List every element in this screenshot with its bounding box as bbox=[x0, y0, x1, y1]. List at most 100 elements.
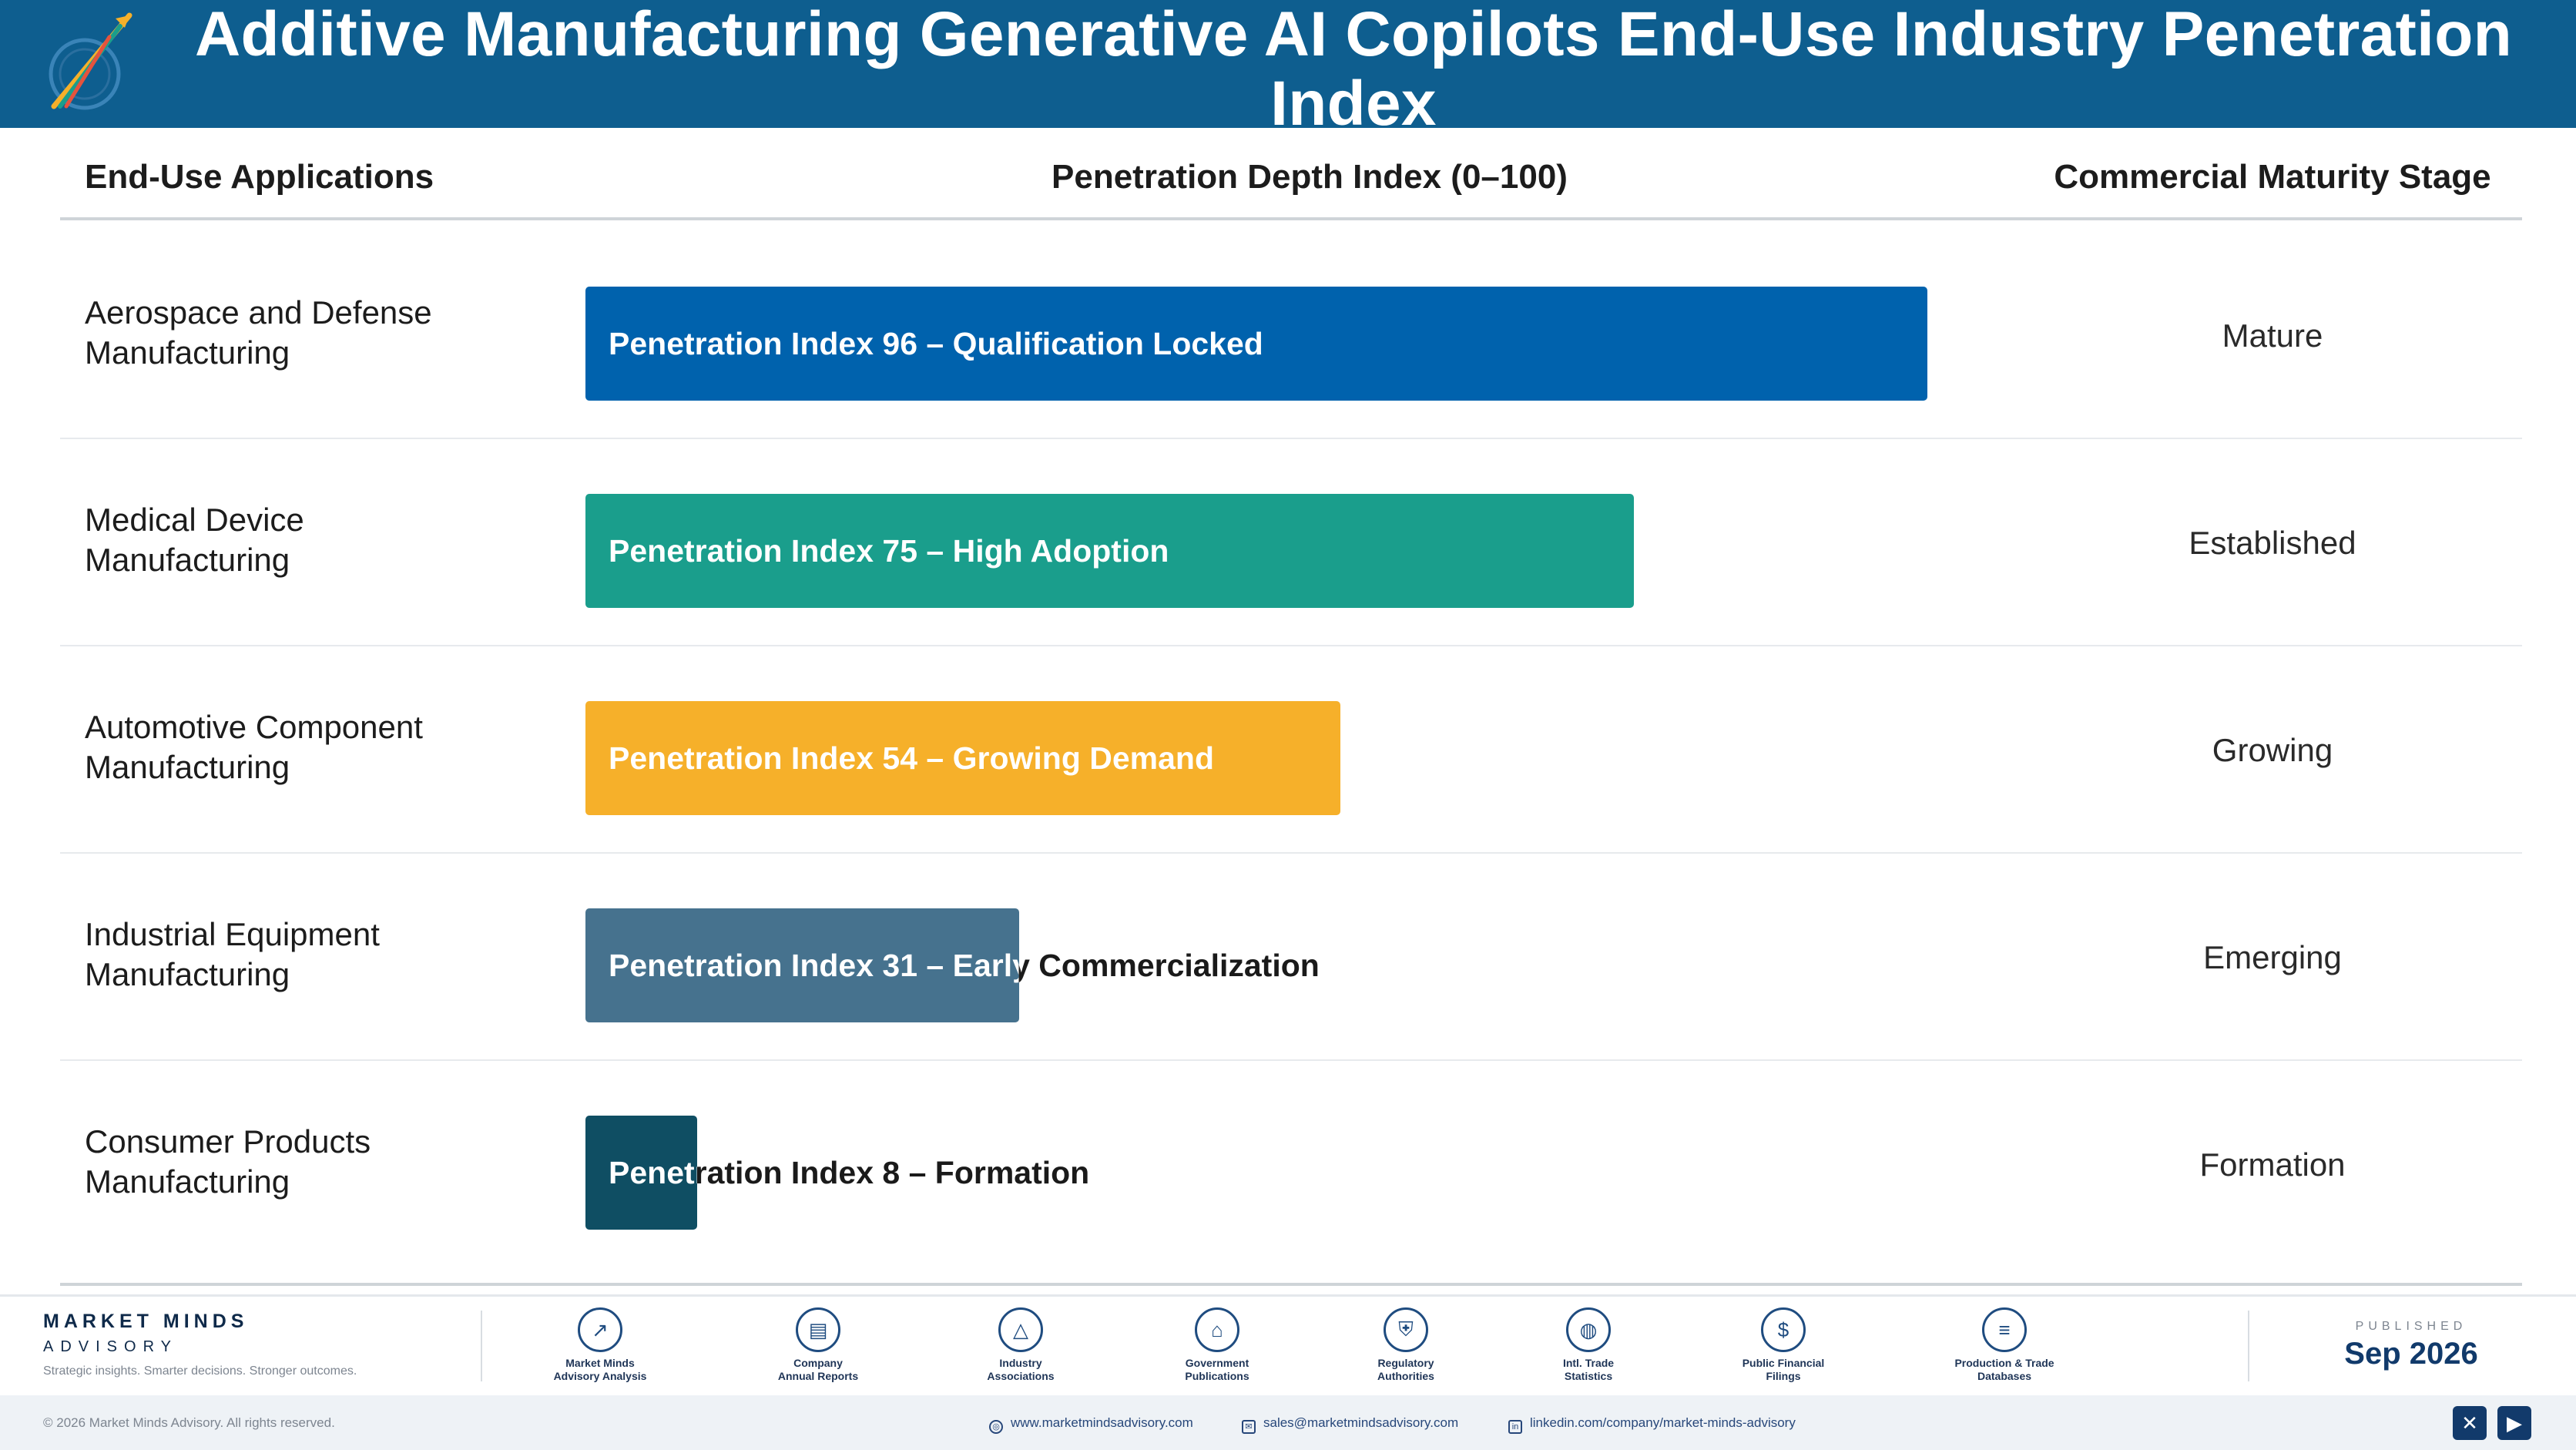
row-divider bbox=[60, 645, 2522, 646]
application-label: Consumer Products Manufacturing bbox=[85, 1122, 562, 1202]
source-label-line1: Company bbox=[793, 1357, 843, 1369]
application-label-line1: Automotive Component bbox=[85, 709, 423, 745]
logo-icon bbox=[49, 12, 132, 110]
application-label-line1: Consumer Products bbox=[85, 1123, 371, 1160]
footer-bar: © 2026 Market Minds Advisory. All rights… bbox=[0, 1395, 2576, 1450]
source-label-line1: Industry bbox=[999, 1357, 1042, 1369]
footer: MARKET MINDS ADVISORY Strategic insights… bbox=[0, 1294, 2576, 1450]
stage-label: Established bbox=[2189, 525, 2356, 561]
brand-tagline: Strategic insights. Smarter decisions. S… bbox=[43, 1364, 357, 1378]
application-label: Aerospace and Defense Manufacturing bbox=[85, 293, 562, 373]
application-label-line1: Industrial Equipment bbox=[85, 916, 380, 952]
header-divider bbox=[60, 217, 2522, 220]
application-label-line2: Manufacturing bbox=[85, 956, 290, 992]
table-row: Consumer Products Manufacturing Penetratio… bbox=[60, 1060, 2522, 1268]
dollar-icon: $ bbox=[1761, 1307, 1806, 1352]
table-row: Industrial Equipment Manufacturing Penetra… bbox=[60, 853, 2522, 1061]
source-item: ⛨ Regulatory Authorities bbox=[1337, 1307, 1475, 1383]
header-banner: Additive Manufacturing Generative AI Cop… bbox=[0, 0, 2576, 139]
source-label-line2: Advisory Analysis bbox=[553, 1370, 647, 1382]
source-label-line1: Government bbox=[1185, 1357, 1249, 1369]
bar bbox=[585, 908, 1019, 1022]
globe-icon: ◎ bbox=[989, 1420, 1003, 1434]
footer-separator bbox=[2248, 1311, 2249, 1381]
source-item: ↗ Market Minds Advisory Analysis bbox=[531, 1307, 669, 1383]
source-label-line2: Associations bbox=[987, 1370, 1055, 1382]
bar-label: Penetration Index 54 – Growing Demand bbox=[609, 701, 1214, 815]
page-title: Additive Manufacturing Generative AI Cop… bbox=[195, 0, 2512, 139]
row-divider bbox=[60, 852, 2522, 854]
building-icon: ⌂ bbox=[1195, 1307, 1239, 1352]
column-header-applications: End-Use Applications bbox=[85, 158, 434, 196]
bar bbox=[585, 287, 1928, 401]
source-label-line1: Public Financial bbox=[1742, 1357, 1825, 1369]
application-label-line2: Manufacturing bbox=[85, 334, 290, 371]
bar-label: Penetration Index 75 – High Adoption bbox=[609, 494, 1169, 608]
website-text: www.marketmindsadvisory.com bbox=[1011, 1415, 1193, 1430]
application-label-line1: Aerospace and Defense bbox=[85, 294, 432, 331]
linkedin-link[interactable]: in linkedin.com/company/market-minds-advi… bbox=[1508, 1415, 1796, 1434]
source-item: ◍ Intl. Trade Statistics bbox=[1519, 1307, 1658, 1383]
source-item: $ Public Financial Filings bbox=[1714, 1307, 1853, 1383]
bar-label: Penetration Index 8 – Formation bbox=[609, 1116, 1089, 1230]
email-text: sales@marketmindsadvisory.com bbox=[1263, 1415, 1459, 1430]
stage-label: Mature bbox=[2222, 317, 2323, 354]
application-label: Industrial Equipment Manufacturing bbox=[85, 915, 562, 995]
shield-icon: ⛨ bbox=[1384, 1307, 1428, 1352]
bar bbox=[585, 494, 1635, 608]
source-label-line1: Market Minds bbox=[565, 1357, 635, 1369]
application-label: Automotive Component Manufacturing bbox=[85, 707, 562, 787]
mail-icon: ✉ bbox=[1242, 1420, 1256, 1434]
stage-label: Growing bbox=[2212, 732, 2333, 768]
table-bottom-divider bbox=[60, 1283, 2522, 1286]
source-label-line2: Filings bbox=[1766, 1370, 1801, 1382]
bar-label: Penetration Index 96 – Qualification Loc… bbox=[609, 287, 1263, 401]
brand-name: MARKET MINDS bbox=[43, 1311, 249, 1332]
stage-label: Emerging bbox=[2203, 939, 2342, 975]
table-row: Automotive Component Manufacturing Penetra… bbox=[60, 646, 2522, 854]
source-item: ▤ Company Annual Reports bbox=[749, 1307, 887, 1383]
footer-separator bbox=[481, 1311, 482, 1381]
brand-sub: ADVISORY bbox=[43, 1338, 178, 1355]
published-date: Sep 2026 bbox=[2344, 1337, 2478, 1371]
linkedin-text: linkedin.com/company/market-minds-adviso… bbox=[1530, 1415, 1796, 1430]
row-divider bbox=[60, 1059, 2522, 1061]
source-label-line2: Authorities bbox=[1377, 1370, 1434, 1382]
website-link[interactable]: ◎ www.marketmindsadvisory.com bbox=[989, 1415, 1193, 1434]
source-label-line1: Production & Trade bbox=[1954, 1357, 2054, 1369]
column-header-index: Penetration Depth Index (0–100) bbox=[1052, 158, 1568, 196]
source-label-line1: Regulatory bbox=[1377, 1357, 1434, 1369]
bar-label: Penetration Index 31 – Early Commerciali… bbox=[609, 908, 1320, 1022]
copyright: © 2026 Market Minds Advisory. All rights… bbox=[43, 1415, 335, 1430]
table-row: Aerospace and Defense Manufacturing Penetr… bbox=[60, 231, 2522, 439]
application-label-line1: Medical Device bbox=[85, 502, 304, 538]
source-item: ≡ Production & Trade Databases bbox=[1935, 1307, 2074, 1383]
globe-icon: ◍ bbox=[1566, 1307, 1611, 1352]
email-link[interactable]: ✉ sales@marketmindsadvisory.com bbox=[1242, 1415, 1458, 1434]
column-header-stage: Commercial Maturity Stage bbox=[2054, 158, 2491, 196]
document-icon: ▤ bbox=[796, 1307, 840, 1352]
linkedin-icon: in bbox=[1508, 1420, 1522, 1434]
source-label-line2: Annual Reports bbox=[777, 1370, 859, 1382]
bar bbox=[585, 1116, 698, 1230]
application-label-line2: Manufacturing bbox=[85, 749, 290, 785]
stage-label: Formation bbox=[2199, 1146, 2346, 1183]
row-divider bbox=[60, 438, 2522, 439]
source-item: △ Industry Associations bbox=[951, 1307, 1090, 1383]
application-label: Medical Device Manufacturing bbox=[85, 500, 562, 580]
youtube-social-button[interactable]: ▶ bbox=[2497, 1406, 2531, 1440]
source-label-line2: Databases bbox=[1977, 1370, 2032, 1382]
source-item: ⌂ Government Publications bbox=[1148, 1307, 1286, 1383]
source-label-line1: Intl. Trade bbox=[1562, 1357, 1615, 1369]
source-label-line2: Publications bbox=[1185, 1370, 1249, 1382]
chart-icon: ↗ bbox=[578, 1307, 622, 1352]
source-label-line2: Statistics bbox=[1564, 1370, 1613, 1382]
network-icon: △ bbox=[998, 1307, 1043, 1352]
published-label: PUBLISHED bbox=[2355, 1320, 2467, 1333]
x-social-button[interactable]: ✕ bbox=[2453, 1406, 2487, 1440]
database-icon: ≡ bbox=[1982, 1307, 2027, 1352]
application-label-line2: Manufacturing bbox=[85, 1163, 290, 1200]
application-label-line2: Manufacturing bbox=[85, 542, 290, 578]
bar bbox=[585, 701, 1341, 815]
table-row: Medical Device Manufacturing Penetration I… bbox=[60, 438, 2522, 646]
